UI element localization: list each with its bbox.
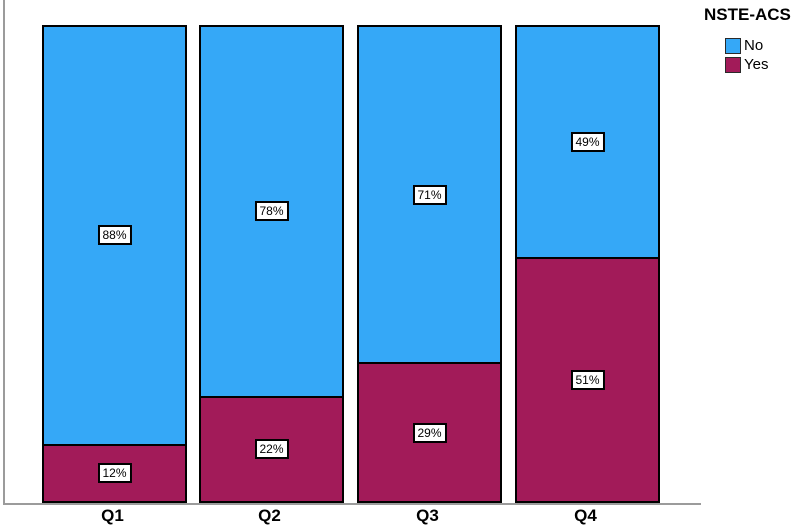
segment-label-yes-q4: 51% bbox=[570, 370, 605, 391]
segment-label-yes-q1: 12% bbox=[97, 463, 132, 484]
bar-q3: 71% 29% bbox=[357, 25, 502, 503]
segment-label-no-q4: 49% bbox=[570, 132, 605, 153]
plot-area: 88% 12% 78% 22% 71% 29% 49% 51% bbox=[3, 0, 701, 505]
x-tick-label-q2: Q2 bbox=[258, 506, 281, 525]
legend-label-no: No bbox=[744, 37, 764, 54]
bar-q1: 88% 12% bbox=[42, 25, 187, 503]
bar-q2: 78% 22% bbox=[199, 25, 344, 503]
legend-title: NSTE-ACS bbox=[704, 5, 791, 24]
segment-no-q3: 71% bbox=[357, 25, 502, 365]
segment-label-no-q1: 88% bbox=[97, 225, 132, 246]
segment-yes-q3: 29% bbox=[357, 364, 502, 503]
segment-label-no-q2: 78% bbox=[254, 201, 289, 222]
bar-q4: 49% 51% bbox=[515, 25, 660, 503]
segment-no-q2: 78% bbox=[199, 25, 344, 398]
segment-yes-q4: 51% bbox=[515, 259, 660, 503]
legend-swatch-no bbox=[725, 37, 741, 54]
x-tick-label-q1: Q1 bbox=[101, 506, 124, 525]
legend-label-yes: Yes bbox=[744, 56, 769, 73]
legend-item-yes: Yes bbox=[725, 56, 791, 73]
segment-yes-q1: 12% bbox=[42, 445, 187, 503]
legend-swatch-yes bbox=[725, 56, 741, 73]
segment-no-q4: 49% bbox=[515, 25, 660, 260]
segment-label-yes-q2: 22% bbox=[254, 439, 289, 460]
legend-item-no: No bbox=[725, 37, 791, 54]
x-tick-label-q4: Q4 bbox=[574, 506, 597, 525]
segment-yes-q2: 22% bbox=[199, 397, 344, 503]
segment-label-no-q3: 71% bbox=[412, 184, 447, 205]
segment-no-q1: 88% bbox=[42, 25, 187, 446]
segment-label-yes-q3: 29% bbox=[412, 422, 447, 443]
legend: NSTE-ACS No Yes bbox=[704, 5, 791, 75]
x-tick-label-q3: Q3 bbox=[416, 506, 439, 525]
